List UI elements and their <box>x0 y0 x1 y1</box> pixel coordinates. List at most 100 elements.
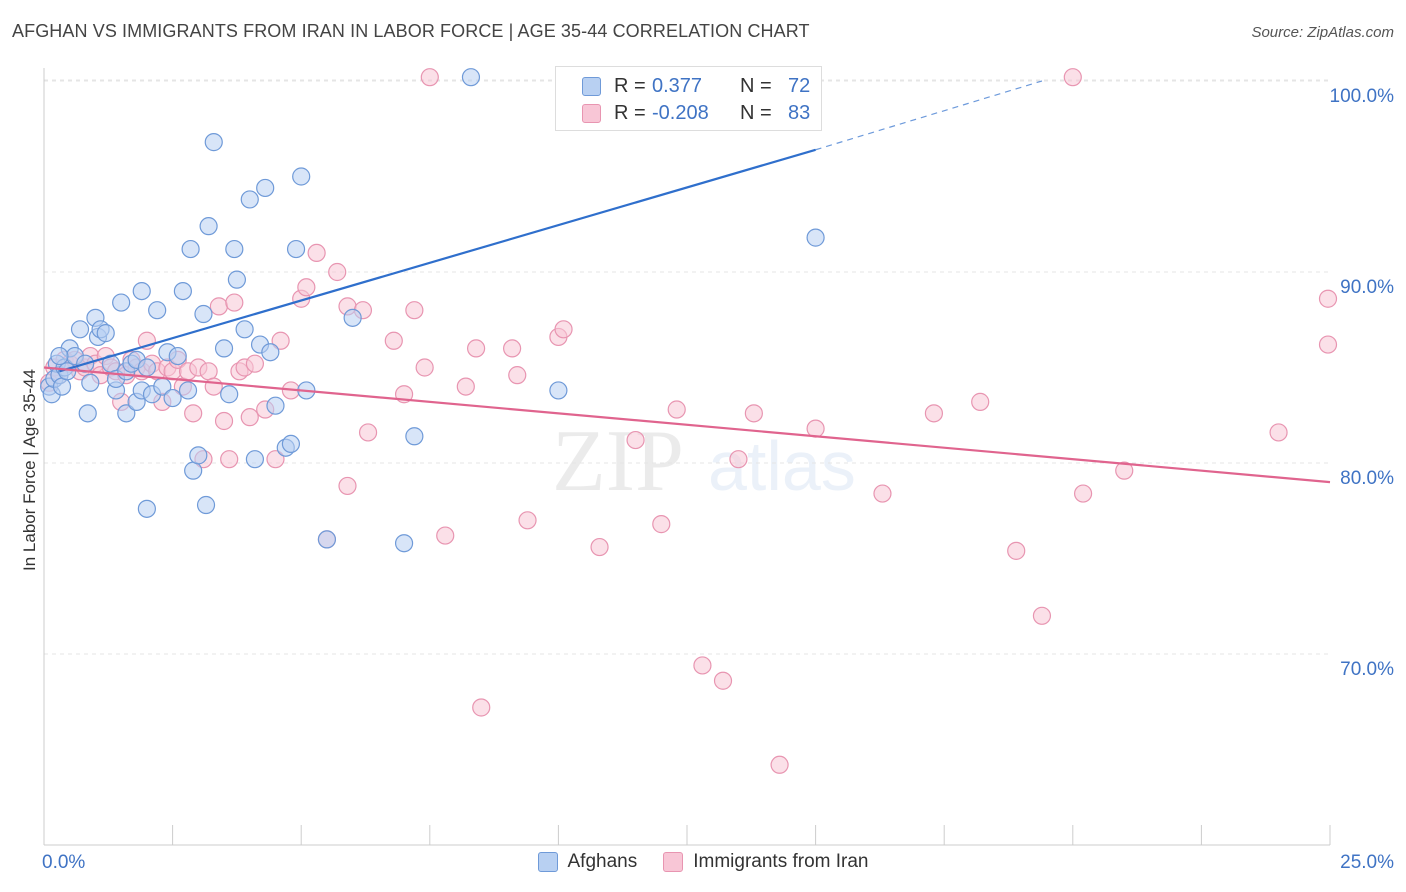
source-label: Source: ZipAtlas.com <box>1251 24 1394 41</box>
afghan-point <box>70 320 90 339</box>
afghan-point <box>137 358 156 377</box>
afghan-point <box>78 404 97 423</box>
y-tick-label: 90.0% <box>1340 277 1394 298</box>
iran-point <box>466 339 486 358</box>
iran-point <box>590 537 609 557</box>
iran-point <box>873 484 892 503</box>
y-tick-label: 80.0% <box>1340 468 1394 489</box>
afghan-point <box>137 499 156 518</box>
iran-point <box>1073 484 1093 503</box>
afghan-trend-line <box>59 148 816 373</box>
iran-point <box>415 358 434 377</box>
afghan-point <box>227 270 246 289</box>
x-tick-label-min: 0.0% <box>42 852 86 873</box>
y-tick-label: 70.0% <box>1340 659 1394 680</box>
afghan-point <box>317 530 337 549</box>
iran-point <box>204 377 223 396</box>
chart-title: AFGHAN VS IMMIGRANTS FROM IRAN IN LABOR … <box>12 21 810 41</box>
afghan-point <box>168 346 187 366</box>
afghan-point <box>132 282 151 301</box>
iran-point <box>472 698 491 717</box>
iran-point <box>271 331 290 350</box>
iran-point <box>713 671 733 690</box>
afghans-n-value: 72 <box>788 74 811 97</box>
afghan-point <box>112 293 131 312</box>
afghan-point <box>178 381 198 400</box>
afghan-point <box>261 343 280 362</box>
iran-points <box>40 68 1338 774</box>
afghan-point <box>117 404 136 423</box>
afghan-point <box>194 304 213 324</box>
legend-label-iran: Immigrants from Iran <box>693 851 869 872</box>
afghan-point <box>549 381 568 400</box>
afghan-point <box>343 308 362 327</box>
iran-point <box>436 526 455 545</box>
afghan-point <box>461 68 481 87</box>
legend-item-iran[interactable]: Immigrants from Iran <box>663 851 869 873</box>
afghan-point <box>50 346 69 366</box>
iran-point <box>1318 289 1338 308</box>
iran-point <box>220 450 239 469</box>
afghan-point <box>184 461 203 480</box>
afghan-point <box>220 385 239 404</box>
iran-swatch-icon <box>582 103 601 123</box>
iran-point <box>508 366 527 385</box>
iran-r-value: -0.208 <box>652 101 709 124</box>
iran-point <box>652 515 671 534</box>
iran-n-value: 83 <box>788 101 811 124</box>
iran-point <box>214 411 234 431</box>
iran-point <box>199 362 218 381</box>
iran-point <box>209 297 228 316</box>
afghan-point <box>245 450 265 469</box>
r-label: R = <box>614 101 646 124</box>
iran-point <box>184 404 203 423</box>
iran-point <box>384 331 403 350</box>
iran-point <box>405 301 424 320</box>
iran-point <box>693 656 712 675</box>
iran-point <box>245 354 265 373</box>
afghan-point <box>81 373 100 392</box>
iran-point <box>971 392 990 411</box>
axes <box>43 68 1331 846</box>
afghan-point <box>199 217 218 236</box>
afghan-point <box>292 167 311 186</box>
iran-point <box>1007 541 1026 560</box>
legend: Afghans Immigrants from Iran <box>0 851 1406 873</box>
afghan-point <box>225 239 244 259</box>
iran-point <box>503 339 522 358</box>
y-tick-label: 100.0% <box>1329 86 1394 107</box>
afghan-point <box>286 239 306 259</box>
afghan-point <box>173 282 192 301</box>
iran-point <box>744 404 763 423</box>
afghan-point <box>240 190 259 209</box>
afghan-point <box>163 388 182 408</box>
legend-item-afghans[interactable]: Afghans <box>537 851 638 873</box>
legend-label-afghans: Afghans <box>567 851 638 872</box>
afghan-point <box>181 239 200 259</box>
x-tick-label-max: 25.0% <box>1340 852 1394 873</box>
iran-point <box>297 278 316 297</box>
iran-point <box>626 430 645 450</box>
afghan-point <box>806 228 825 247</box>
iran-legend-swatch-icon <box>663 852 684 872</box>
trend-lines <box>43 80 1331 484</box>
afghan-point <box>189 446 208 465</box>
iran-point <box>1063 68 1082 87</box>
r-label: R = <box>614 74 646 97</box>
iran-point <box>240 408 259 427</box>
iran-point <box>456 377 475 396</box>
afghan-point <box>214 339 234 358</box>
afghan-point <box>281 434 301 453</box>
afghan-point <box>196 495 216 515</box>
afghans-swatch-icon <box>582 76 601 96</box>
afghan-point <box>266 396 285 415</box>
n-label: N = <box>740 74 772 97</box>
afghan-point <box>394 534 414 553</box>
afghan-point <box>96 324 115 343</box>
iran-point <box>307 243 326 262</box>
afghan-trend-extension <box>815 80 1043 151</box>
iran-point <box>924 404 944 423</box>
iran-point <box>770 755 789 774</box>
afghan-point <box>148 301 167 320</box>
